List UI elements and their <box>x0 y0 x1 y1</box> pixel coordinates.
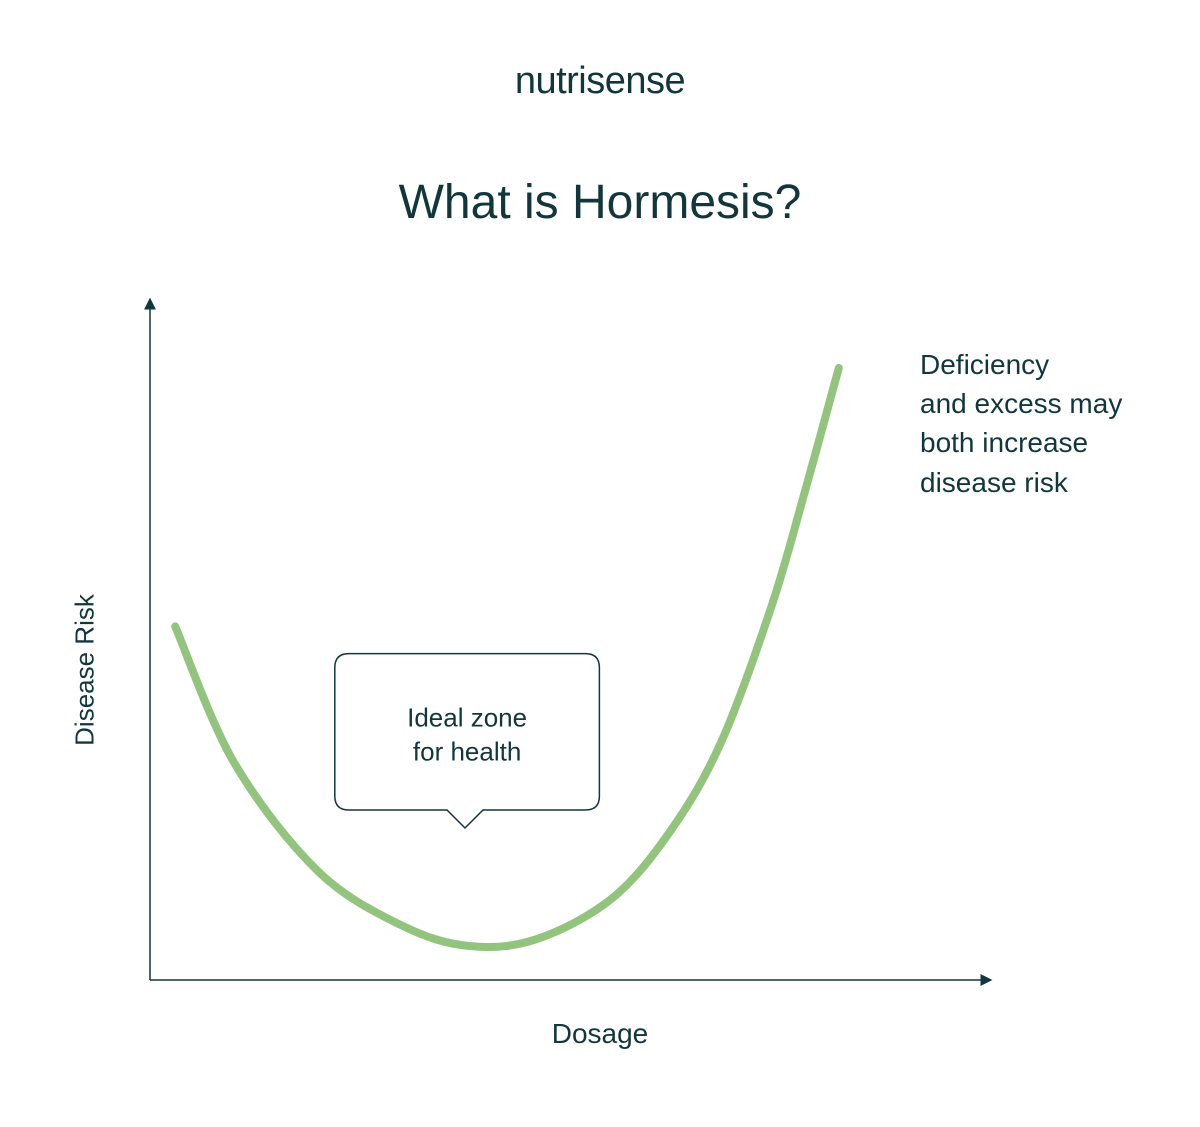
page: nutrisense What is Hormesis? Disease Ris… <box>0 0 1200 1127</box>
brand-logo: nutrisense <box>0 60 1200 103</box>
chart-container: Disease Risk Ideal zone for health Defici… <box>70 290 1130 1050</box>
hormesis-chart: Ideal zone for health <box>140 290 1020 990</box>
svg-text:for health: for health <box>413 737 521 767</box>
side-annotation-line: both increase <box>920 423 1122 462</box>
side-annotation-line: disease risk <box>920 463 1122 502</box>
side-annotation-line: and excess may <box>920 384 1122 423</box>
y-axis-label: Disease Risk <box>70 594 101 746</box>
chart-title: What is Hormesis? <box>0 175 1200 230</box>
x-axis-label: Dosage <box>70 1018 1130 1050</box>
side-annotation-line: Deficiency <box>920 345 1122 384</box>
svg-text:Ideal zone: Ideal zone <box>407 703 527 733</box>
side-annotation: Deficiency and excess may both increase … <box>920 345 1122 502</box>
